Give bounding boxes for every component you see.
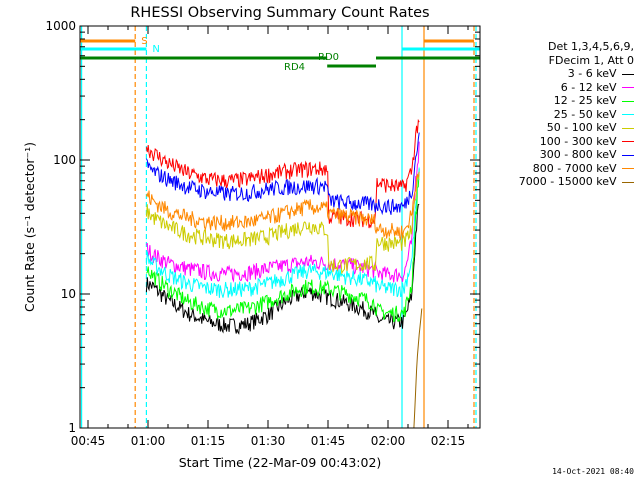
legend-swatch [622, 141, 634, 142]
legend-item: 100 - 300 keV [484, 135, 634, 149]
series-line [145, 171, 420, 240]
legend-header-line: FDecim 1, Att 0 [548, 53, 634, 67]
series-line [145, 204, 420, 335]
axes: 00:45 01:00 01:15 01:30 01:45 02:00 02:15 1 10 10… [45, 19, 480, 448]
x-tick-label: 02:00 [371, 434, 406, 448]
legend-swatch [622, 154, 634, 156]
legend-swatch [622, 114, 634, 115]
legend-item: 300 - 800 keV [484, 148, 634, 162]
legend-item: 3 - 6 keV [484, 67, 634, 81]
series-line [145, 118, 420, 229]
legend-swatch [622, 100, 634, 102]
legend-item: 6 - 12 keV [484, 81, 634, 95]
plot-frame [79, 25, 481, 429]
series-line [145, 167, 420, 298]
legend-item-label: 100 - 300 keV [539, 134, 620, 148]
x-tick-label: 01:45 [311, 434, 346, 448]
y-tick-label: 100 [53, 153, 76, 167]
legend-swatch [622, 181, 634, 183]
legend-item: 50 - 100 keV [484, 121, 634, 135]
flag-label: S [141, 36, 147, 47]
x-tick-label: 01:15 [191, 434, 226, 448]
series-line [146, 168, 420, 323]
legend-swatch [622, 127, 634, 129]
legend-item: 7000 - 15000 keV [484, 175, 634, 189]
x-axis-label: Start Time (22-Mar-09 00:43:02) [179, 455, 382, 470]
legend-item-label: 3 - 6 keV [567, 67, 620, 80]
y-axis-label: Count Rate (s⁻¹ detector⁻¹) [22, 142, 37, 312]
legend-item-label: 800 - 7000 keV [532, 161, 620, 175]
legend-swatch [622, 168, 634, 169]
x-tick-label: 01:00 [131, 434, 166, 448]
x-tick-label: 01:30 [251, 434, 286, 448]
y-tick-label: 10 [61, 287, 76, 301]
legend-item-label: 50 - 100 keV [546, 121, 620, 134]
y-tick-label: 1 [68, 421, 76, 435]
series-line [145, 174, 420, 275]
legend-item: 800 - 7000 keV [484, 162, 634, 176]
series-line [146, 308, 423, 429]
flag-label: RD4 [284, 62, 305, 73]
legend-swatch [622, 73, 634, 75]
legend-item: 25 - 50 keV [484, 108, 634, 122]
legend-header-line: Det 1,3,4,5,6,9, [547, 40, 634, 53]
x-tick-label: 00:45 [71, 434, 106, 448]
legend-swatch [622, 87, 634, 88]
flag-label: RD0 [318, 52, 339, 63]
legend-item-label: 300 - 800 keV [539, 148, 620, 161]
series-line [145, 141, 420, 283]
x-tick-label: 02:15 [431, 434, 466, 448]
legend-item-label: 12 - 25 keV [553, 94, 620, 107]
legend-item-label: 6 - 12 keV [560, 80, 620, 94]
y-tick-label: 1000 [45, 19, 76, 33]
chart-title: RHESSI Observing Summary Count Rates [130, 5, 429, 21]
legend-item-label: 7000 - 15000 keV [518, 175, 620, 188]
flag-label: N [152, 44, 159, 55]
footer-timestamp: 14-Oct-2021 08:40 [552, 467, 634, 476]
legend-item: 12 - 25 keV [484, 94, 634, 108]
series-line [145, 132, 420, 216]
series-layer [145, 118, 423, 429]
legend-item-label: 25 - 50 keV [553, 107, 620, 121]
